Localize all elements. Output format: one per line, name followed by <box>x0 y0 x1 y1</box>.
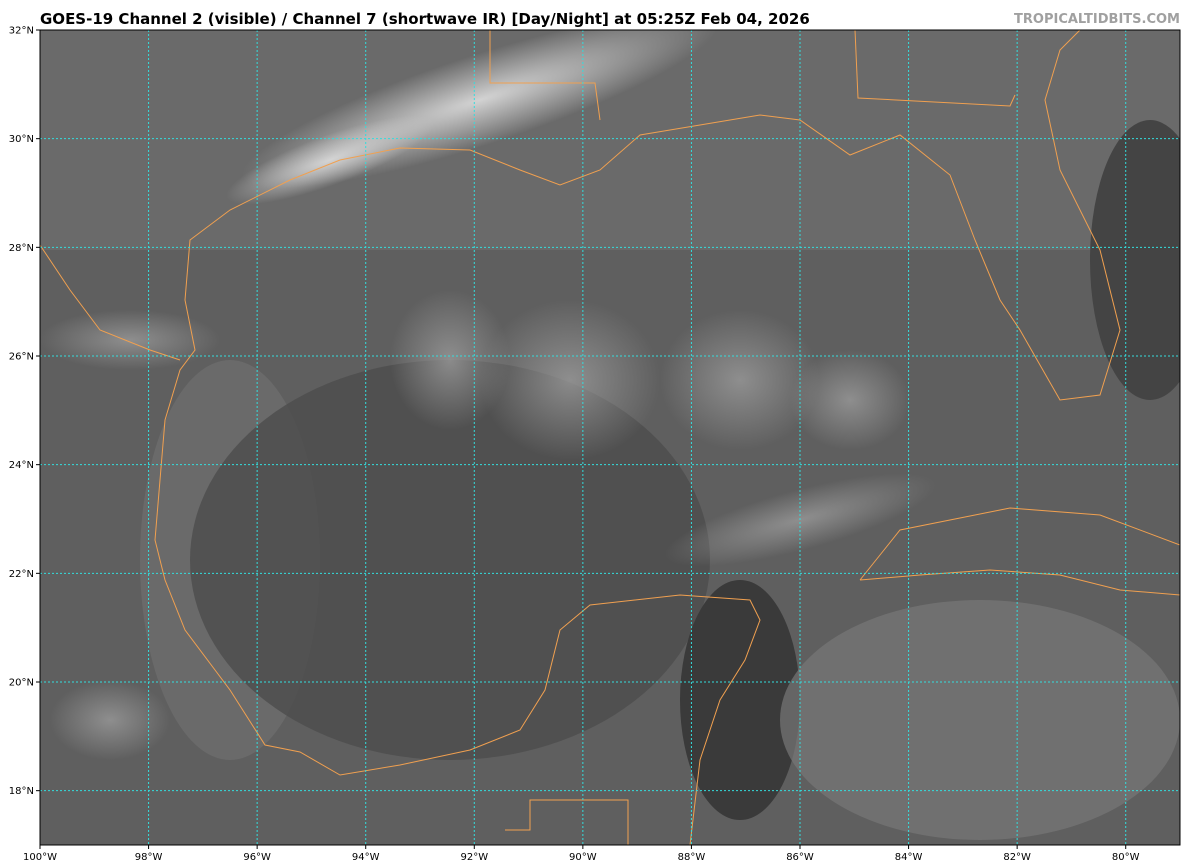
lon-tick-label: 90°W <box>569 852 597 863</box>
lon-tick-label: 96°W <box>243 852 271 863</box>
lat-tick-label: 30°N <box>9 134 34 145</box>
cuba-coastline <box>859 507 1180 596</box>
map-title: GOES-19 Channel 2 (visible) / Channel 7 … <box>40 10 810 28</box>
coastlines <box>40 30 1180 845</box>
lon-tick-label: 86°W <box>786 852 814 863</box>
lon-tick-label: 92°W <box>460 852 488 863</box>
lat-tick-label: 18°N <box>9 786 34 797</box>
lat-tick-label: 24°N <box>9 460 34 471</box>
lon-tick-label: 98°W <box>135 852 163 863</box>
map-frame <box>39 29 1181 846</box>
lon-tick-label: 80°W <box>1112 852 1140 863</box>
lat-tick-label: 26°N <box>9 352 34 363</box>
lon-tick-label: 84°W <box>895 852 923 863</box>
brand-watermark: TROPICALTIDBITS.COM <box>1014 12 1180 27</box>
lon-tick-label: 100°W <box>23 852 57 863</box>
lat-tick-label: 28°N <box>9 243 34 254</box>
gulf-coastline <box>154 30 1121 845</box>
lon-tick-label: 88°W <box>678 852 706 863</box>
lon-tick-label: 94°W <box>352 852 380 863</box>
lat-tick-label: 20°N <box>9 678 34 689</box>
mexico-coast-north <box>40 244 181 361</box>
lat-tick-label: 32°N <box>9 26 34 37</box>
axis-ticks: 100°W 98°W 96°W 94°W 92°W 90°W 88°W 86°W 84°W 82°… <box>9 26 1140 864</box>
lat-tick-label: 22°N <box>9 569 34 580</box>
lon-tick-label: 82°W <box>1003 852 1031 863</box>
imagery-layer <box>40 30 1180 845</box>
border-lines <box>489 30 1016 845</box>
